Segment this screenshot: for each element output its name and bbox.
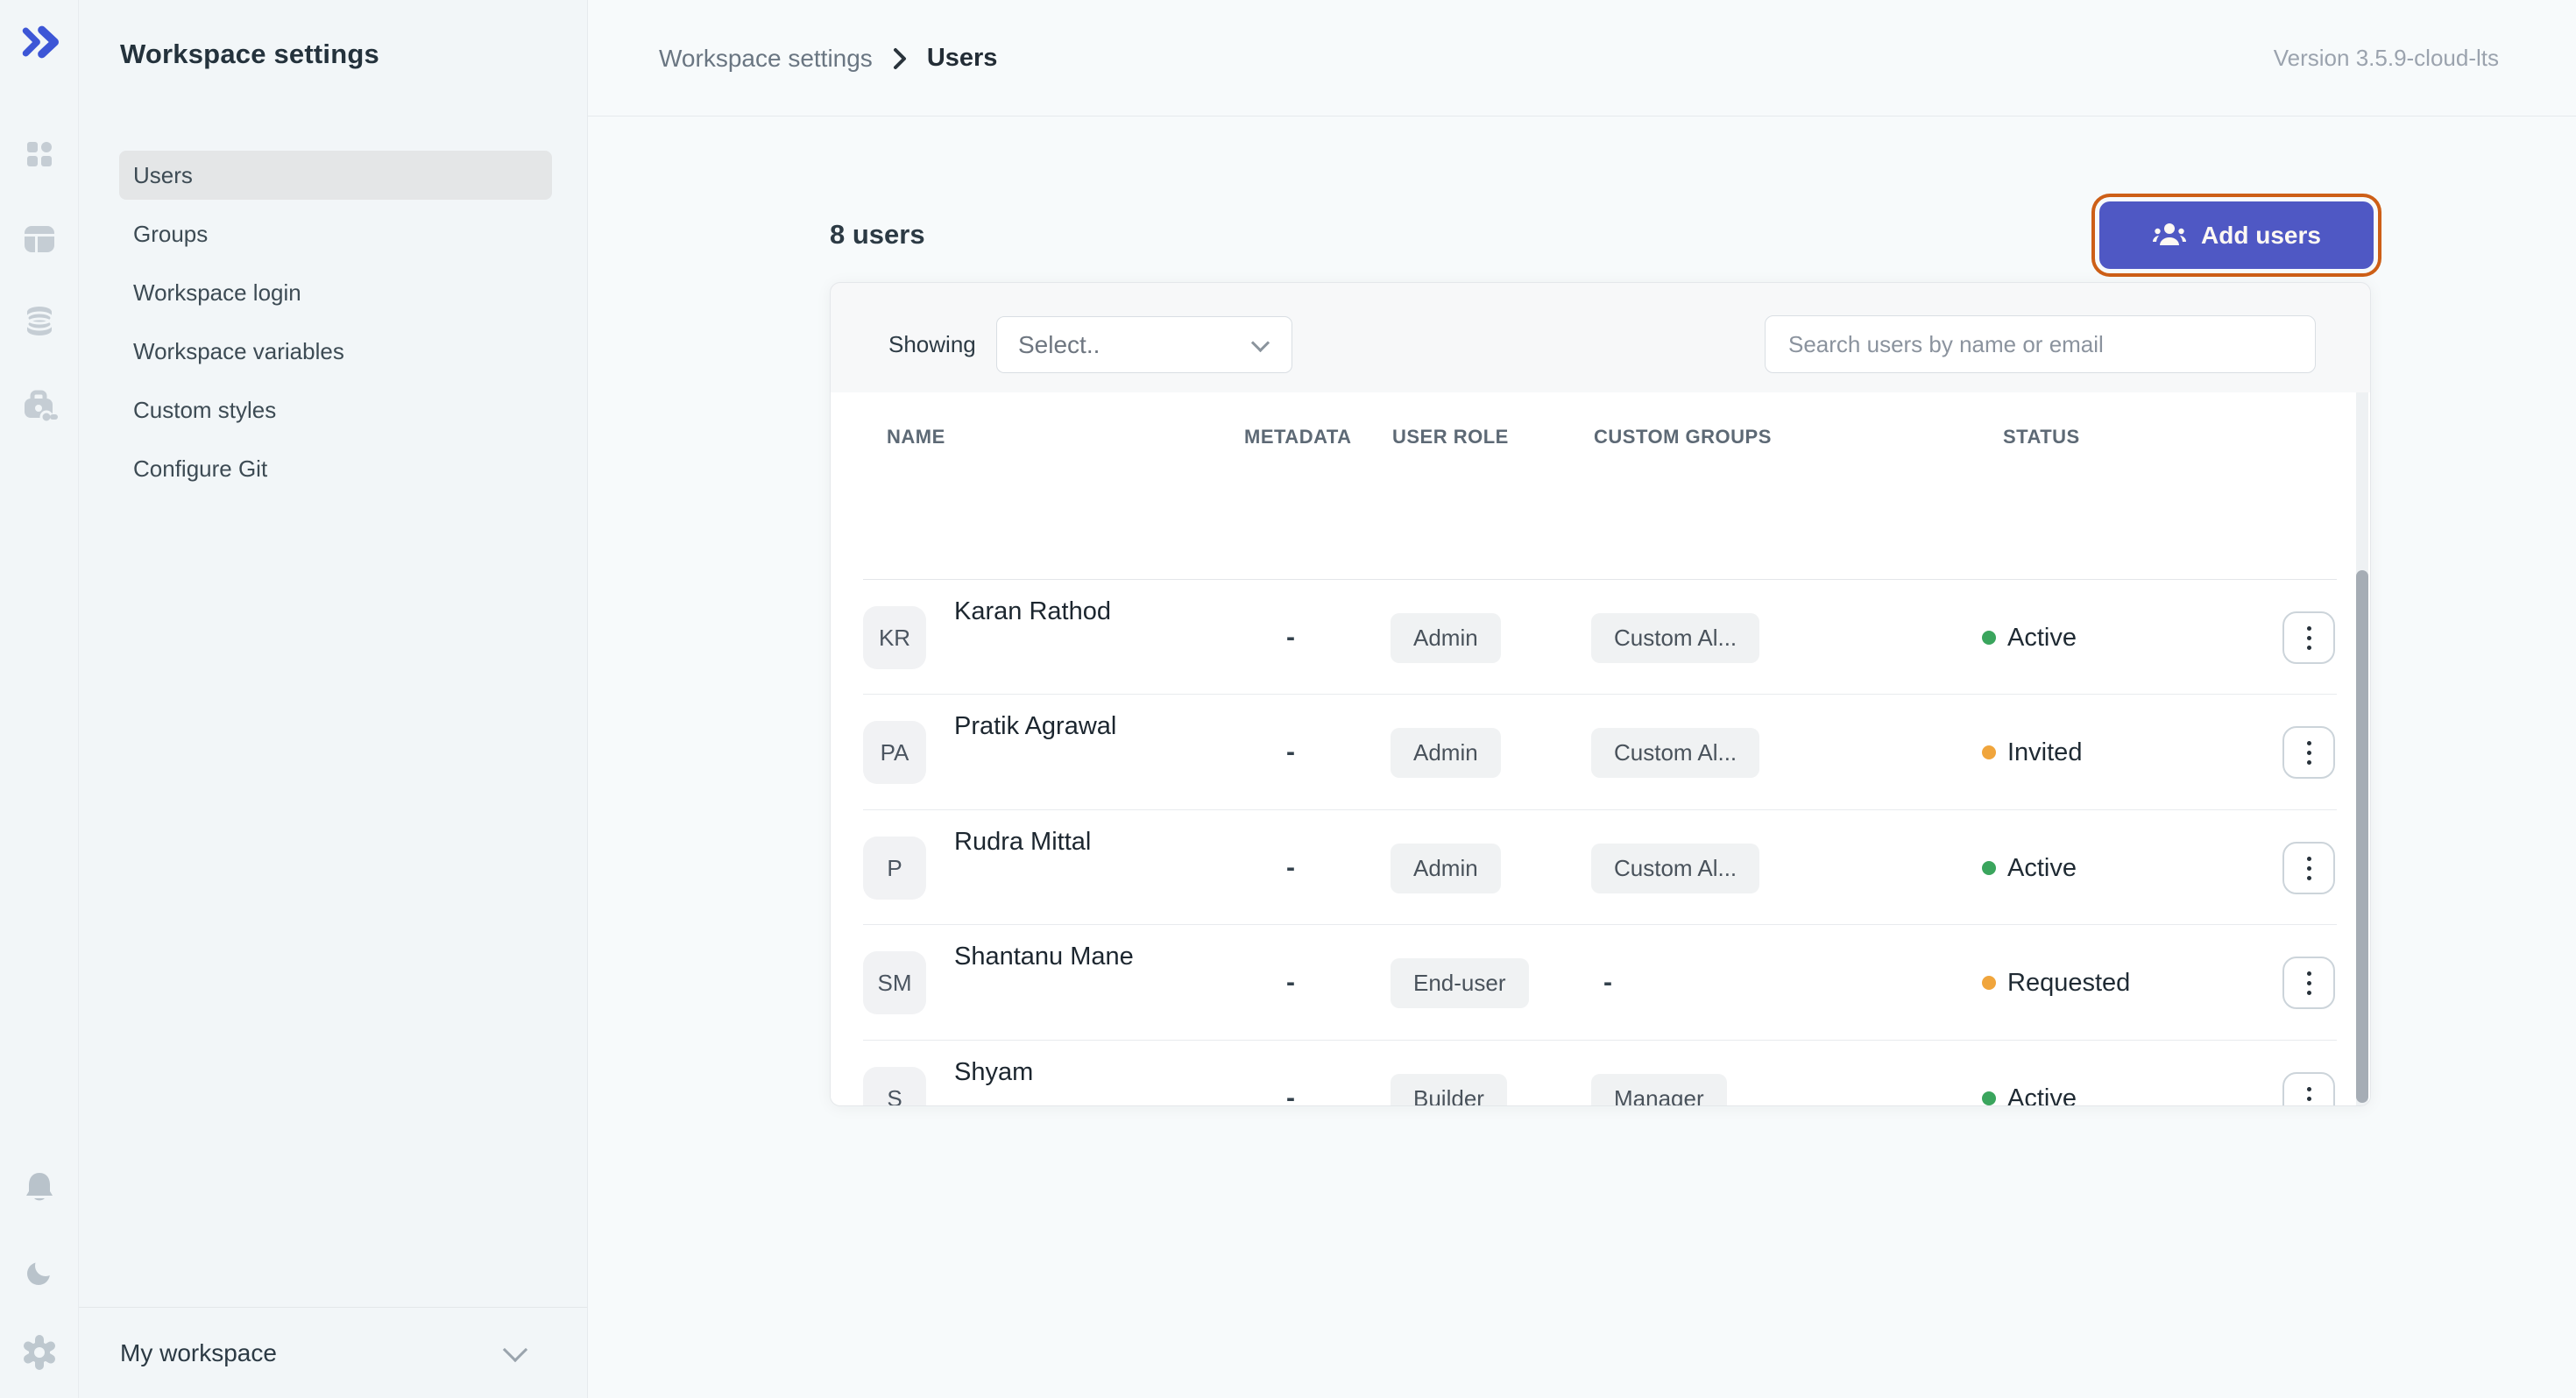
column-header-user-role: USER ROLE — [1392, 426, 1509, 448]
sidebar-menu: Users Groups Workspace login Workspace v… — [119, 151, 552, 493]
status-dot-icon — [1982, 976, 1996, 990]
users-card: Showing Select.. NAME METADATA USER ROLE… — [830, 282, 2371, 1106]
role-badge: Admin — [1391, 843, 1501, 893]
status-dot-icon — [1982, 631, 1996, 645]
metadata-value: - — [1286, 623, 1295, 652]
breadcrumb-current: Users — [926, 44, 998, 72]
page-header: Workspace settings Users Version 3.5.9-c… — [588, 0, 2576, 116]
avatar: SM — [863, 951, 926, 1014]
metadata-value: - — [1286, 738, 1295, 766]
user-name: Shyam — [954, 1058, 1034, 1086]
chevron-down-icon — [1250, 333, 1270, 353]
workspace-switcher-label: My workspace — [120, 1338, 277, 1366]
logo-icon[interactable] — [20, 23, 59, 61]
row-menu-button[interactable] — [2282, 611, 2335, 664]
status-dot-icon — [1982, 861, 1996, 875]
settings-sidebar: Workspace settings Users Groups Workspac… — [79, 0, 588, 1398]
main-content: Workspace settings Users Version 3.5.9-c… — [588, 0, 2576, 1398]
avatar: P — [863, 837, 926, 900]
users-table: NAME METADATA USER ROLE CUSTOM GROUPS ST… — [831, 392, 2370, 1105]
status-badge: Requested — [1982, 925, 2130, 1041]
icon-rail — [0, 0, 79, 1398]
breadcrumb-root-link[interactable]: Workspace settings — [659, 44, 873, 72]
role-badge: Admin — [1391, 612, 1501, 663]
custom-group-empty: - — [1603, 968, 1612, 997]
row-menu-button[interactable] — [2282, 1072, 2335, 1105]
table-row: SM Shantanu Mane - End-user - Requested — [863, 924, 2337, 1040]
gear-icon[interactable] — [20, 1333, 59, 1372]
scrollbar-thumb[interactable] — [2356, 570, 2368, 1103]
user-name: Rudra Mittal — [954, 828, 1092, 856]
user-name: Pratik Agrawal — [954, 712, 1117, 740]
table-row: KR Karan Rathod - Admin Custom Al... Act… — [863, 579, 2337, 695]
version-label: Version 3.5.9-cloud-lts — [2273, 45, 2499, 71]
avatar: KR — [863, 606, 926, 669]
apps-grid-icon[interactable] — [20, 135, 59, 173]
column-header-metadata: METADATA — [1244, 426, 1352, 448]
add-users-button[interactable]: Add users — [2099, 201, 2374, 269]
status-dot-icon — [1982, 1091, 1996, 1105]
table-row: S Shyam - Builder Manager Active — [863, 1040, 2337, 1106]
breadcrumb: Workspace settings Users — [659, 0, 997, 116]
datasources-icon[interactable] — [20, 301, 59, 340]
status-badge: Invited — [1982, 695, 2082, 810]
table-rows: KR Karan Rathod - Admin Custom Al... Act… — [831, 392, 2370, 1105]
status-badge: Active — [1982, 1041, 2077, 1105]
workspace-switcher[interactable]: My workspace — [79, 1307, 587, 1398]
metadata-value: - — [1286, 968, 1295, 997]
sidebar-item-configure-git[interactable]: Configure Git — [133, 455, 268, 482]
user-name: Karan Rathod — [954, 597, 1111, 625]
sidebar-title: Workspace settings — [120, 39, 379, 69]
chevron-down-icon — [502, 1337, 528, 1362]
metadata-value: - — [1286, 853, 1295, 882]
role-badge: End-user — [1391, 957, 1529, 1008]
custom-group-badge: Custom Al... — [1591, 843, 1760, 893]
filter-select-value: Select.. — [1018, 330, 1100, 358]
column-header-custom-groups: CUSTOM GROUPS — [1594, 426, 1772, 448]
status-badge: Active — [1982, 810, 2077, 926]
metadata-value: - — [1286, 1084, 1295, 1106]
search-users-input[interactable] — [1765, 315, 2316, 373]
filter-select[interactable]: Select.. — [996, 316, 1292, 373]
user-name: Shantanu Mane — [954, 943, 1134, 971]
custom-group-badge: Custom Al... — [1591, 727, 1760, 778]
row-menu-button[interactable] — [2282, 842, 2335, 894]
bell-icon[interactable] — [20, 1169, 59, 1207]
avatar: PA — [863, 721, 926, 784]
custom-group-badge: Manager — [1591, 1073, 1727, 1105]
avatar: S — [863, 1067, 926, 1105]
sidebar-item-workspace-variables[interactable]: Workspace variables — [133, 337, 344, 364]
sidebar-item-groups[interactable]: Groups — [133, 220, 209, 247]
showing-label: Showing — [888, 331, 976, 357]
users-group-icon — [2152, 221, 2187, 251]
custom-group-badge: Custom Al... — [1591, 612, 1760, 663]
packages-icon[interactable] — [20, 387, 59, 426]
users-count-heading: 8 users — [830, 219, 925, 250]
row-menu-button[interactable] — [2282, 957, 2335, 1009]
add-users-button-label: Add users — [2201, 221, 2321, 249]
sidebar-item-workspace-login[interactable]: Workspace login — [133, 279, 301, 306]
moon-icon[interactable] — [20, 1253, 59, 1291]
role-badge: Admin — [1391, 727, 1501, 778]
editor-icon[interactable] — [20, 219, 59, 258]
row-menu-button[interactable] — [2282, 726, 2335, 779]
column-header-status: STATUS — [2003, 426, 2080, 448]
status-badge: Active — [1982, 580, 2077, 695]
status-dot-icon — [1982, 745, 1996, 759]
sidebar-item-custom-styles[interactable]: Custom styles — [133, 396, 277, 423]
column-header-name: NAME — [887, 426, 945, 448]
chevron-right-icon — [892, 47, 908, 70]
sidebar-item-users[interactable]: Users — [119, 151, 552, 200]
role-badge: Builder — [1391, 1073, 1507, 1105]
table-row: PA Pratik Agrawal - Admin Custom Al... I… — [863, 694, 2337, 809]
table-row: P Rudra Mittal - Admin Custom Al... Acti… — [863, 809, 2337, 925]
